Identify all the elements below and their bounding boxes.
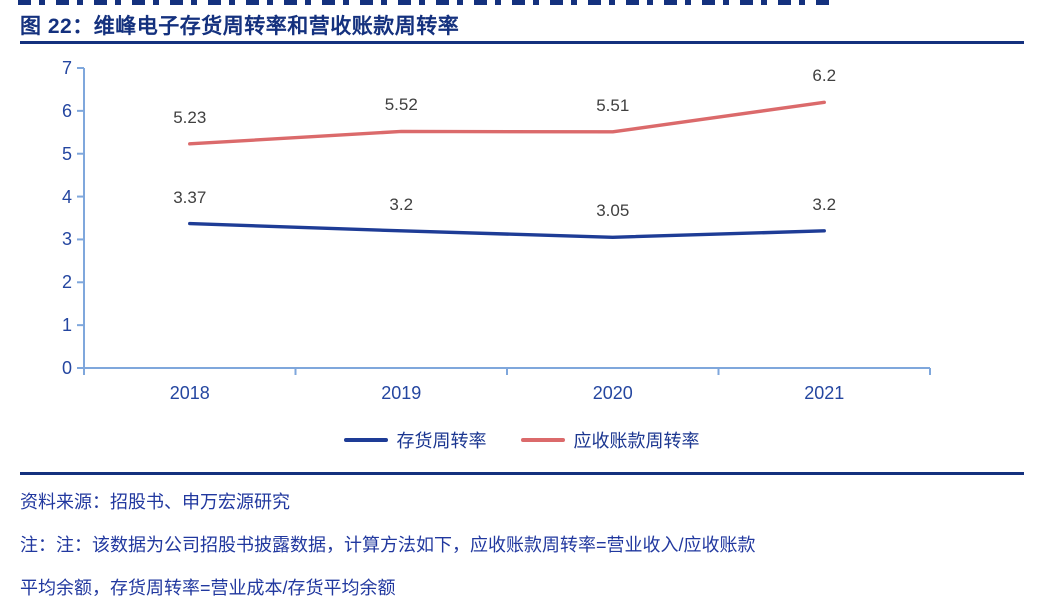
x-tick-label: 2019	[381, 383, 422, 403]
x-tick-label: 2021	[804, 383, 845, 403]
figure-note-line2: 平均余额，存货周转率=营业成本/存货平均余额	[20, 578, 396, 598]
series-line-应收账款周转率	[188, 100, 826, 146]
figure-note-line1: 注：注：该数据为公司招股书披露数据，计算方法如下，应收账款周转率=营业收入/应收…	[20, 535, 756, 555]
section-divider	[20, 472, 1024, 475]
data-label: 3.37	[173, 187, 207, 207]
line-chart: 0 1 2 3 4 5 6 7 2018 2019 2020 2021 3.37 3.2 3.05 3.2…	[0, 55, 1043, 455]
y-tick-label: 5	[61, 143, 72, 164]
y-tick-label: 7	[61, 58, 72, 78]
chart-legend: 存货周转率 应收账款周转率	[0, 427, 1043, 453]
data-label: 5.23	[173, 107, 207, 127]
source-note: 资料来源：招股书、申万宏源研究	[20, 492, 290, 512]
y-tick-label: 2	[61, 272, 72, 293]
legend-line-swatch	[520, 438, 565, 442]
y-tick-label: 6	[61, 100, 72, 121]
data-label: 5.52	[384, 95, 418, 115]
y-tick-label: 1	[61, 315, 72, 336]
legend-item: 存货周转率	[343, 427, 487, 453]
title-underline	[20, 41, 1024, 44]
series-line-存货周转率	[188, 221, 826, 239]
plot-area	[77, 67, 931, 375]
y-tick-label: 0	[61, 358, 72, 378]
data-label: 5.51	[596, 95, 630, 115]
y-tick-label: 4	[61, 186, 72, 207]
y-tick-label: 3	[61, 229, 72, 250]
x-tick-label: 2020	[592, 383, 633, 403]
data-label: 3.05	[596, 201, 630, 221]
data-label: 3.2	[389, 194, 414, 214]
data-label: 3.2	[812, 194, 837, 214]
x-tick-label: 2018	[169, 383, 210, 403]
figure-title: 图 22：维峰电子存货周转率和营收账款周转率	[20, 15, 460, 38]
legend-item: 应收账款周转率	[520, 427, 700, 453]
data-label: 6.2	[812, 66, 837, 86]
legend-label: 应收账款周转率	[573, 431, 700, 451]
legend-line-swatch	[343, 438, 388, 442]
legend-label: 存货周转率	[396, 431, 487, 451]
clipped-text-fragment	[18, 0, 830, 5]
